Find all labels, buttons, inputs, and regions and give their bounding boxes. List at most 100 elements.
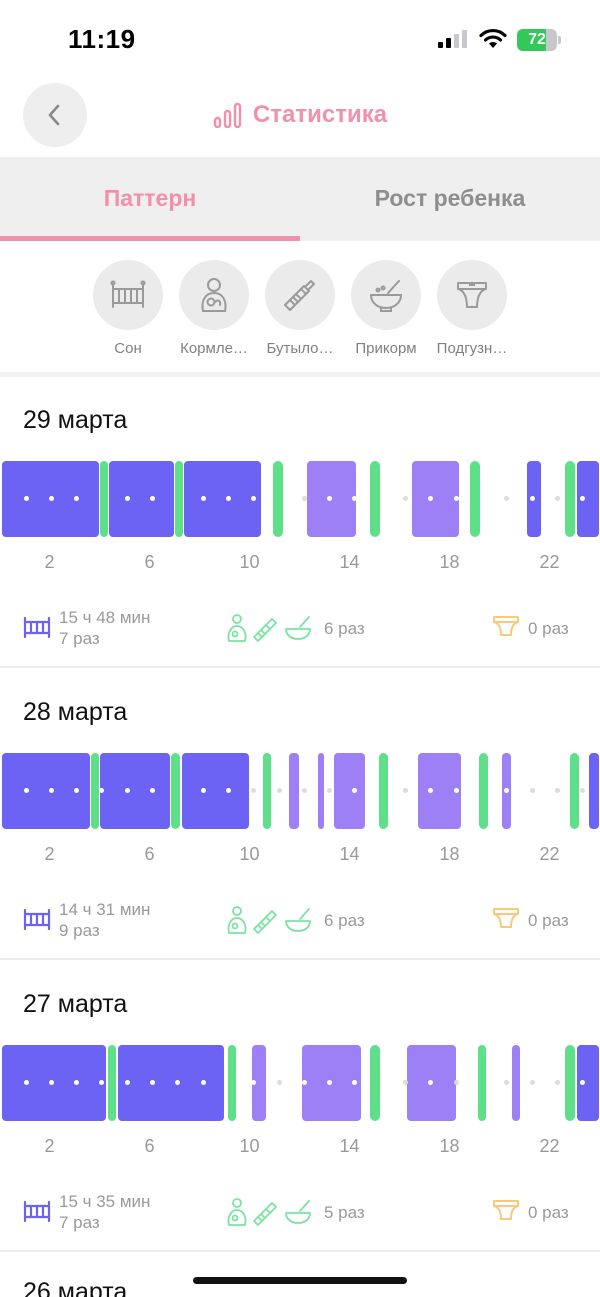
timeline-dot [99,788,105,793]
filter-diaper[interactable]: Подгузн… [429,260,515,357]
timeline-dot [48,496,54,501]
timeline-dot [580,496,586,501]
hour-label: 22 [539,1136,560,1156]
day-date: 29 марта [23,406,128,434]
feed-count: 6 раз [324,911,365,930]
crib-icon [23,908,51,930]
filter-label: Прикорм [355,340,417,357]
sleep-segment [184,461,261,537]
timeline-dot [301,1080,307,1085]
tab-pattern[interactable]: Паттерн [103,185,197,211]
timeline-dot [200,496,206,501]
bottle-icon [284,280,315,311]
timeline-dot [200,788,206,793]
back-button[interactable] [23,83,87,147]
sleep-segment [576,461,599,537]
battery-percent: 72 [528,31,546,48]
filter-label: Кормле… [180,340,248,357]
diaper-count: 0 раз [528,911,569,930]
bowl-spoon-icon [285,1200,311,1224]
sleep-segment [117,1045,224,1121]
sleep-segment [181,753,249,829]
day-summary: 14 ч 31 мин 9 раз 6 раз 0 раз [0,898,600,942]
hour-label: 2 [44,552,55,572]
day-timeline [0,1045,600,1121]
feeding-segment [262,753,272,829]
timeline-dot [124,496,130,501]
hour-label: 18 [439,844,460,864]
timeline-dot [150,1080,155,1085]
bottle-icon [253,618,277,642]
hour-label: 18 [439,552,460,572]
timeline-dot [276,1080,282,1085]
feeding-segment [272,461,283,537]
feeding-segment [227,1045,237,1121]
diaper-icon [493,616,519,636]
timeline-dot [74,788,80,793]
home-indicator[interactable] [193,1277,407,1284]
timeline-dot [23,1080,29,1085]
hour-label: 14 [339,1136,360,1156]
filter-label: Бутыло… [266,340,334,357]
timeline-dot [504,496,510,501]
timeline-dot [225,788,231,793]
feed-count: 5 раз [324,1203,365,1222]
day-date: 26 марта [23,1278,128,1297]
feeding-segment [175,461,183,537]
day-summary: 15 ч 48 мин 7 раз 6 раз 0 раз [0,606,600,650]
crib-icon [110,280,146,308]
tab-child-growth[interactable]: Рост ребенка [374,185,526,211]
nap-segment [334,753,365,829]
filter-sleep[interactable]: Сон [85,260,171,357]
timeline-dot [23,788,29,793]
diaper-icon [493,1200,519,1220]
filter-breastfeeding[interactable]: Кормле… [171,260,257,357]
day-card[interactable]: 28 марта 2 6 10 14 18 22 14 ч 31 мин 9 раз 6 … [0,668,600,960]
sleep-duration: 15 ч 48 мин [59,608,151,627]
bottle-icon [253,1202,277,1226]
day-card[interactable]: 27 марта 2 6 10 14 18 22 15 ч 35 мин 7 раз 5 … [0,960,600,1252]
sleep-count: 7 раз [59,629,100,648]
timeline-dot [48,788,54,793]
sleep-segment [109,461,174,537]
timeline-dot [327,1080,333,1085]
timeline-dot [150,788,155,793]
breastfeeding-icon [227,614,247,642]
day-summary: 15 ч 35 мин 7 раз 5 раз 0 раз [0,1190,600,1234]
hour-axis: 2 6 10 14 18 22 [0,1136,600,1160]
filter-label: Подгузн… [436,340,508,357]
timeline-dot [554,496,560,501]
feeding-segment [570,753,579,829]
hour-label: 22 [539,844,560,864]
timeline-dot [200,1080,206,1085]
status-time: 11:19 [68,24,136,54]
timeline-dot [74,496,80,501]
crib-icon [23,616,51,638]
timeline-dot [428,496,434,501]
feeding-segment [477,1045,487,1121]
filter-solid-food[interactable]: Прикорм [343,260,429,357]
battery-icon: 72 [517,29,561,51]
feeding-segment [565,1045,575,1121]
feeding-segment [478,753,488,829]
timeline-dot [504,1080,510,1085]
feeding-icons [227,614,311,642]
timeline-dot [301,788,307,793]
timeline-dot [251,496,257,501]
tab-bar: Паттерн Рост ребенка [0,157,600,241]
timeline-dot [124,1080,130,1085]
filter-bottle[interactable]: Бутыло… [257,260,343,357]
cellular-signal-icon [438,30,467,48]
nap-segment [411,461,459,537]
diaper-count: 0 раз [528,619,569,638]
filter-label: Сон [114,340,142,357]
feeding-segment [171,753,180,829]
sleep-segment [576,1045,599,1121]
day-card[interactable]: 29 марта 2 6 10 14 18 22 15 ч 48 мин 7 раз 6 … [0,376,600,668]
day-timeline [0,461,600,537]
breastfeeding-icon [227,906,247,934]
sleep-segment [589,753,599,829]
divider [0,372,600,377]
timeline-dot [403,1080,408,1085]
sleep-segment [100,753,170,829]
